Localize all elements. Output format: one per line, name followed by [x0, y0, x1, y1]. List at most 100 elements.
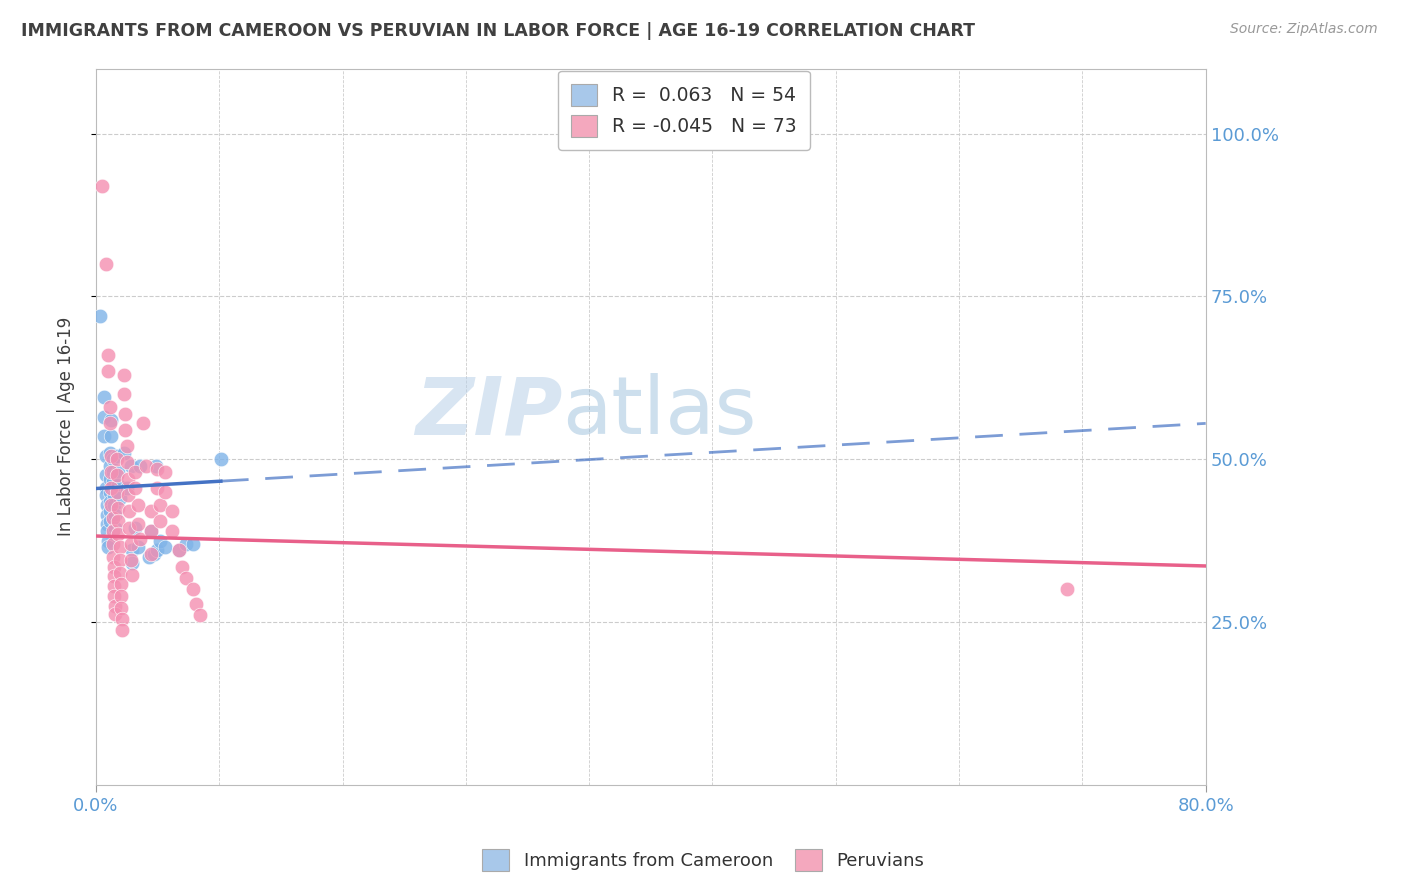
Point [103, 579, 125, 593]
Point [93, 429, 115, 443]
Point [96, 524, 118, 538]
Point [143, 547, 166, 561]
Point [114, 407, 136, 421]
Point [93, 409, 115, 424]
Point [107, 478, 129, 492]
Point [146, 543, 169, 558]
Point [149, 533, 172, 548]
Point [100, 482, 122, 496]
Point [107, 465, 129, 479]
Point [105, 468, 128, 483]
Point [98, 400, 121, 414]
Point [101, 452, 124, 467]
Point [98, 484, 121, 499]
Point [94, 488, 117, 502]
Point [149, 514, 172, 528]
Point [108, 566, 131, 581]
Point [108, 540, 131, 554]
Point [94, 482, 117, 496]
Point [103, 589, 125, 603]
Point [141, 524, 163, 538]
Point [100, 413, 122, 427]
Point [98, 494, 121, 508]
Point [97, 348, 120, 362]
Point [94, 449, 117, 463]
Point [105, 452, 128, 467]
Point [101, 475, 124, 489]
Point [174, 571, 197, 585]
Point [117, 472, 139, 486]
Point [184, 597, 207, 611]
Point [100, 498, 122, 512]
Point [104, 607, 127, 622]
Point [101, 465, 124, 479]
Point [162, 504, 184, 518]
Point [108, 491, 131, 506]
Point [118, 504, 141, 518]
Point [110, 589, 132, 603]
Point [188, 608, 211, 623]
Point [155, 465, 177, 479]
Point [124, 482, 146, 496]
Point [100, 449, 122, 463]
Point [110, 577, 132, 591]
Point [90, 178, 112, 193]
Point [96, 517, 118, 532]
Point [97, 364, 120, 378]
Point [101, 549, 124, 564]
Point [101, 537, 124, 551]
Point [129, 458, 152, 473]
Point [149, 498, 172, 512]
Point [103, 559, 125, 574]
Point [105, 449, 128, 463]
Point [111, 612, 134, 626]
Point [103, 488, 125, 502]
Point [167, 543, 190, 558]
Point [127, 498, 149, 512]
Point [110, 600, 132, 615]
Point [112, 387, 135, 401]
Point [104, 508, 127, 522]
Point [112, 445, 135, 459]
Point [135, 458, 157, 473]
Point [97, 540, 120, 554]
Point [114, 423, 136, 437]
Point [115, 455, 138, 469]
Point [1056, 582, 1078, 597]
Point [118, 520, 141, 534]
Point [141, 524, 163, 538]
Text: atlas: atlas [562, 374, 756, 451]
Point [121, 568, 143, 582]
Point [174, 537, 197, 551]
Point [121, 557, 143, 571]
Point [141, 504, 163, 518]
Point [103, 569, 125, 583]
Point [181, 582, 204, 597]
Point [120, 537, 142, 551]
Legend: R =  0.063   N = 54, R = -0.045   N = 73: R = 0.063 N = 54, R = -0.045 N = 73 [558, 70, 810, 150]
Point [132, 417, 155, 431]
Point [167, 543, 190, 558]
Point [111, 623, 134, 637]
Point [103, 498, 125, 512]
Point [129, 532, 152, 546]
Point [121, 543, 143, 558]
Point [101, 524, 124, 538]
Y-axis label: In Labor Force | Age 16-19: In Labor Force | Age 16-19 [58, 317, 75, 536]
Point [155, 540, 177, 554]
Point [105, 484, 128, 499]
Text: IMMIGRANTS FROM CAMEROON VS PERUVIAN IN LABOR FORCE | AGE 16-19 CORRELATION CHAR: IMMIGRANTS FROM CAMEROON VS PERUVIAN IN … [21, 22, 976, 40]
Point [120, 458, 142, 473]
Point [124, 465, 146, 479]
Point [96, 498, 118, 512]
Point [100, 465, 122, 479]
Point [181, 537, 204, 551]
Point [170, 559, 193, 574]
Point [115, 439, 138, 453]
Point [104, 520, 127, 534]
Point [97, 533, 120, 548]
Point [141, 547, 163, 561]
Point [100, 429, 122, 443]
Point [108, 553, 131, 567]
Point [162, 524, 184, 538]
